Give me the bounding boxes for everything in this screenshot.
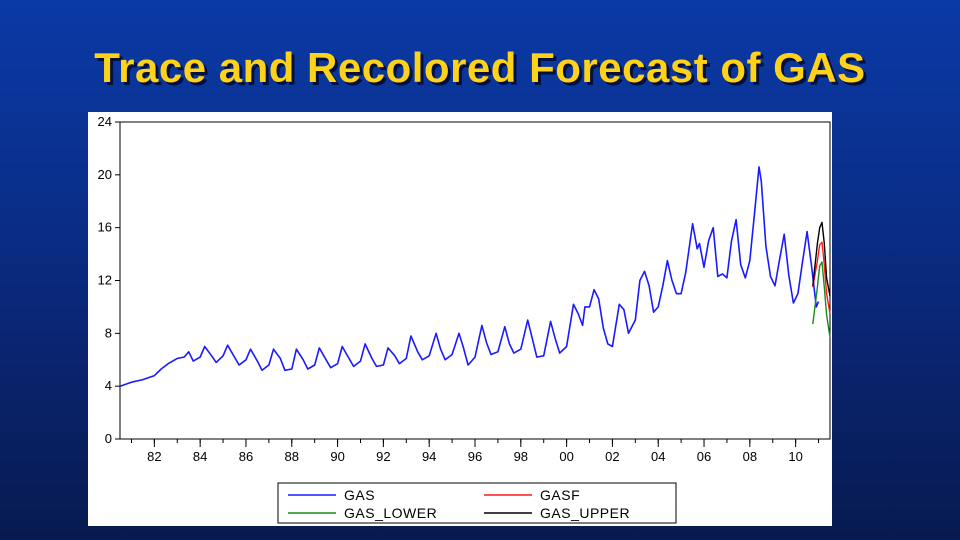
y-tick-label: 8 (105, 325, 112, 340)
legend-box (277, 482, 677, 524)
legend-label-gasf: GASF (540, 487, 580, 503)
y-tick-label: 20 (98, 167, 112, 182)
legend-label-gas-upper: GAS_UPPER (540, 505, 630, 521)
plot-frame (119, 121, 831, 440)
x-tick-label: 08 (743, 449, 757, 464)
x-tick-label: 06 (697, 449, 711, 464)
x-tick-label: 84 (193, 449, 207, 464)
series-line-gasf (812, 241, 831, 314)
y-tick-label: 12 (98, 273, 112, 288)
legend-label-gas: GAS (344, 487, 375, 503)
y-tick-label: 24 (98, 114, 112, 129)
legend-label-gas-lower: GAS_LOWER (344, 505, 437, 521)
x-tick-label: 94 (422, 449, 436, 464)
slide-title: Trace and Recolored Forecast of GAS (94, 44, 866, 91)
series-line-gas-upper (812, 221, 831, 297)
x-tick-label: 92 (376, 449, 390, 464)
y-tick-label: 0 (105, 431, 112, 446)
x-tick-label: 86 (239, 449, 253, 464)
x-tick-label: 88 (285, 449, 299, 464)
x-tick-label: 82 (147, 449, 161, 464)
series-line-gas (119, 166, 820, 387)
y-tick-label: 4 (105, 378, 112, 393)
x-tick-label: 00 (559, 449, 573, 464)
x-tick-label: 90 (330, 449, 344, 464)
y-tick-label: 16 (98, 220, 112, 235)
series-line-gas-lower (812, 261, 831, 338)
x-tick-label: 98 (514, 449, 528, 464)
chart-panel: 0 4 8 12 16 20 24 82 84 86 88 90 92 94 96 98 00 02 04 06 08 1… (88, 112, 832, 526)
x-tick-label: 04 (651, 449, 665, 464)
x-tick-label: 02 (605, 449, 619, 464)
x-tick-label: 10 (788, 449, 802, 464)
x-tick-label: 96 (468, 449, 482, 464)
